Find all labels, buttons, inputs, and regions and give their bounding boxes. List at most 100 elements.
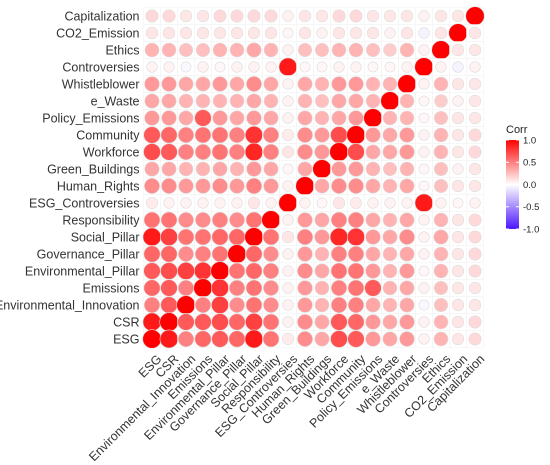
corr-point-Responsibility-ESG_Controversies (282, 214, 294, 226)
corr-point-e_Waste-Governance_Pillar (229, 93, 245, 109)
corr-point-Emissions-Whistleblower (399, 280, 415, 296)
corr-point-Environmental_Innovation-Social_Pillar (245, 296, 263, 314)
corr-point-Environmental_Innovation-ESG_Controversies (282, 299, 294, 311)
corr-point-Whistleblower-Controversies (418, 78, 430, 90)
corr-point-Policy_Emissions-CSR (161, 110, 177, 126)
corr-point-Environmental_Innovation-Governance_Pillar (229, 297, 245, 313)
corr-point-Environmental_Innovation-Community (347, 296, 365, 314)
corr-point-CSR-Human_Rights (297, 314, 313, 330)
y-tick-label: Workforce (83, 145, 140, 159)
corr-point-Emissions-Controversies (418, 282, 430, 294)
corr-point-Policy_Emissions-ESG_Controversies (282, 112, 294, 124)
corr-point-Human_Rights-Ethics (433, 178, 449, 194)
corr-point-Green_Buildings-Human_Rights (297, 161, 313, 177)
corr-point-Ethics-Policy_Emissions (365, 42, 381, 58)
corr-point-Capitalization-Social_Pillar (247, 9, 261, 23)
corr-point-ESG_Controversies-Environmental_Innovation (180, 197, 192, 209)
corr-point-Environmental_Innovation-Whistleblower (399, 297, 415, 313)
corr-point-Social_Pillar-Responsibility (262, 228, 280, 246)
corr-point-ESG-Capitalization (468, 332, 482, 346)
corr-point-Human_Rights-Social_Pillar (245, 177, 263, 195)
corr-point-Human_Rights-CO2_Emission (451, 179, 465, 193)
corr-point-Emissions-e_Waste (382, 280, 398, 296)
corr-point-Community-Environmental_Innovation (177, 126, 195, 144)
corr-point-Environmental_Pillar-CO2_Emission (451, 264, 465, 278)
y-tick-label: ESG (113, 332, 139, 346)
corr-point-CO2_Emission-Emissions (196, 26, 210, 40)
corr-point-CO2_Emission-Community (349, 26, 363, 40)
corr-point-Workforce-ESG_Controversies (281, 145, 295, 159)
corr-point-Green_Buildings-Green_Buildings (312, 159, 332, 179)
corr-point-Human_Rights-Policy_Emissions (365, 178, 381, 194)
corr-point-Environmental_Pillar-CSR (160, 262, 178, 280)
corr-point-Community-Emissions (194, 126, 212, 144)
corr-point-Responsibility-Environmental_Innovation (178, 212, 194, 228)
corr-point-Controversies-Policy_Emissions (367, 61, 379, 73)
corr-point-Whistleblower-Policy_Emissions (365, 76, 381, 92)
corr-point-Workforce-Controversies (418, 146, 430, 158)
corr-point-ESG_Controversies-Emissions (197, 197, 209, 209)
corr-point-e_Waste-Environmental_Pillar (212, 93, 228, 109)
corr-point-e_Waste-Green_Buildings (314, 93, 330, 109)
corr-point-Controversies-Governance_Pillar (231, 61, 243, 73)
corr-point-Human_Rights-Controversies (418, 180, 430, 192)
corr-point-Community-Policy_Emissions (365, 127, 381, 143)
corr-point-Policy_Emissions-Governance_Pillar (229, 110, 245, 126)
y-tick-label: ESG_Controversies (29, 196, 139, 210)
x-axis-labels: ESGCSREnvironmental_InnovationEmissionsE… (86, 351, 487, 464)
corr-point-Controversies-Whistleblower (401, 61, 413, 73)
corr-point-Capitalization-Ethics (434, 9, 448, 23)
corr-point-CO2_Emission-Controversies (418, 27, 430, 39)
y-tick-label: Whistleblower (62, 77, 140, 91)
corr-point-Policy_Emissions-Controversies (418, 112, 430, 124)
corr-point-Responsibility-e_Waste (382, 212, 398, 228)
corr-point-Governance_Pillar-Policy_Emissions (365, 246, 381, 262)
corr-point-Controversies-Social_Pillar (248, 61, 260, 73)
corr-point-CSR-Responsibility (262, 313, 280, 331)
corr-point-Governance_Pillar-Workforce (330, 245, 348, 263)
corr-point-Workforce-Community (347, 143, 365, 161)
corr-point-Ethics-Governance_Pillar (229, 42, 245, 58)
y-tick-label: e_Waste (91, 94, 140, 108)
corr-point-Controversies-Community (350, 61, 362, 73)
corr-point-Social_Pillar-Policy_Emissions (365, 229, 381, 245)
corr-point-Environmental_Innovation-Green_Buildings (314, 297, 330, 313)
corr-point-Human_Rights-e_Waste (382, 178, 398, 194)
corr-point-Human_Rights-Responsibility (263, 178, 279, 194)
corr-point-Environmental_Innovation-Environmental_Pillar (211, 296, 229, 314)
corr-point-ESG_Controversies-Human_Rights (299, 197, 311, 209)
corr-point-ESG-Social_Pillar (244, 329, 264, 349)
corr-point-CO2_Emission-Whistleblower (400, 26, 414, 40)
corr-point-Whistleblower-ESG (144, 76, 160, 92)
corr-point-Responsibility-Environmental_Pillar (211, 211, 229, 229)
corr-point-e_Waste-ESG_Controversies (282, 95, 294, 107)
corr-point-Controversies-Environmental_Pillar (214, 61, 226, 73)
corr-point-CSR-Whistleblower (399, 314, 415, 330)
corr-point-CO2_Emission-CO2_Emission (448, 23, 468, 43)
corr-point-e_Waste-e_Waste (380, 91, 400, 111)
corr-point-ESG_Controversies-Green_Buildings (316, 197, 328, 209)
corr-point-Whistleblower-Green_Buildings (314, 76, 330, 92)
corr-point-Capitalization-Environmental_Innovation (179, 9, 193, 23)
corr-point-Capitalization-ESG (145, 9, 159, 23)
corr-point-Social_Pillar-Emissions (194, 228, 212, 246)
corr-point-Workforce-Social_Pillar (244, 142, 264, 162)
corr-point-Workforce-Green_Buildings (314, 144, 330, 160)
corr-point-Emissions-Policy_Emissions (364, 279, 382, 297)
corr-point-CO2_Emission-Workforce (332, 26, 346, 40)
corr-point-CO2_Emission-CSR (162, 26, 176, 40)
corr-point-Community-Human_Rights (297, 127, 313, 143)
corr-point-Emissions-Workforce (330, 279, 348, 297)
corr-point-Social_Pillar-CO2_Emission (451, 230, 465, 244)
corr-point-Whistleblower-Capitalization (468, 77, 482, 91)
corr-point-CSR-CSR (159, 312, 179, 332)
corr-point-Emissions-Social_Pillar (245, 279, 263, 297)
corr-point-Green_Buildings-Workforce (331, 161, 347, 177)
corr-point-ESG_Controversies-Governance_Pillar (231, 197, 243, 209)
corr-point-Green_Buildings-Governance_Pillar (229, 161, 245, 177)
corr-point-Capitalization-Capitalization (465, 6, 485, 26)
corr-point-CSR-Social_Pillar (245, 313, 263, 331)
corr-point-Controversies-Human_Rights (299, 61, 311, 73)
corr-point-Environmental_Innovation-Ethics (433, 297, 449, 313)
corr-point-Responsibility-Governance_Pillar (229, 212, 245, 228)
